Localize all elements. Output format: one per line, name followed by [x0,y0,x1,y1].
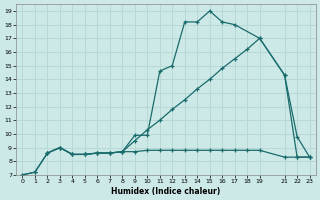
X-axis label: Humidex (Indice chaleur): Humidex (Indice chaleur) [111,187,221,196]
